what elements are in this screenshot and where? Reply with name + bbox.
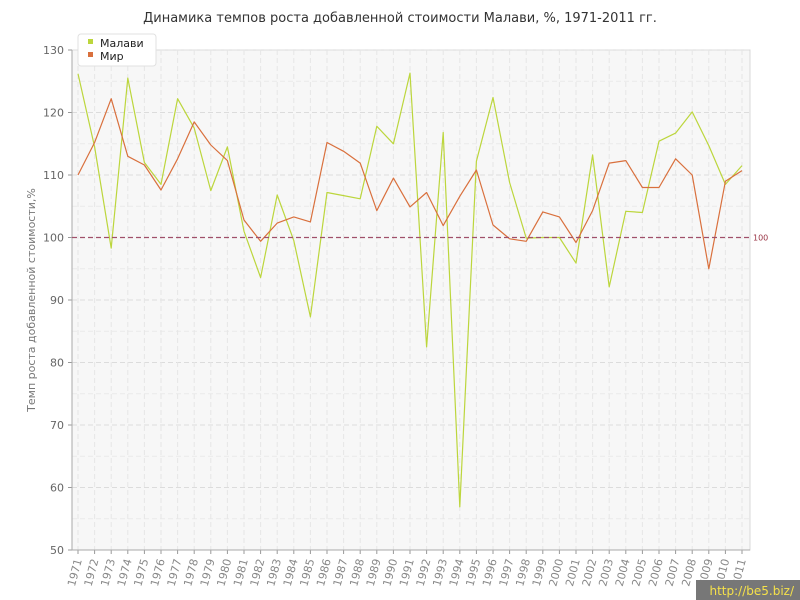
data-point [706, 266, 711, 271]
data-point [457, 504, 462, 509]
y-tick-label: 130 [43, 44, 64, 57]
legend[interactable]: Малави Мир [77, 33, 157, 67]
y-tick-label: 50 [50, 544, 64, 557]
data-point [192, 119, 197, 124]
data-point [391, 176, 396, 181]
data-point [275, 221, 280, 226]
data-point [408, 204, 413, 209]
reference-line-layer: 100 [72, 234, 768, 243]
data-point [540, 209, 545, 214]
data-point [242, 218, 247, 223]
data-point [159, 188, 164, 193]
data-point [590, 153, 595, 158]
data-point [441, 130, 446, 135]
legend-label-malawi: Малави [100, 37, 144, 50]
data-point [457, 194, 462, 199]
data-point [175, 96, 180, 101]
data-point [325, 140, 330, 145]
y-tick-label: 90 [50, 294, 64, 307]
data-point [358, 161, 363, 166]
data-point [740, 163, 745, 168]
data-point [590, 208, 595, 213]
data-point [740, 168, 745, 173]
data-point [574, 261, 579, 266]
legend-swatch-malawi [88, 39, 93, 44]
watermark-background [696, 580, 800, 600]
data-point [673, 131, 678, 136]
y-tick-label: 70 [50, 419, 64, 432]
reference-line-label: 100 [753, 234, 768, 243]
watermark-link[interactable]: http://be5.biz/ [709, 584, 794, 598]
data-point [275, 193, 280, 198]
series-line-0 [77, 72, 743, 508]
data-point [574, 240, 579, 245]
data-point [125, 76, 130, 81]
data-point [341, 193, 346, 198]
data-point [557, 214, 562, 219]
data-point [441, 223, 446, 228]
data-point [673, 156, 678, 161]
data-point [109, 96, 114, 101]
data-point [374, 124, 379, 129]
y-tick-label: 120 [43, 107, 64, 120]
data-point [92, 140, 97, 145]
data-point [208, 143, 213, 148]
series-layer [76, 71, 745, 509]
data-point [291, 214, 296, 219]
data-point [474, 159, 479, 164]
data-point [657, 185, 662, 190]
data-point [524, 239, 529, 244]
data-point [225, 158, 230, 163]
data-point [76, 173, 81, 178]
data-point [225, 144, 230, 149]
data-point [291, 238, 296, 243]
data-point [640, 185, 645, 190]
data-point [76, 71, 81, 76]
data-point [175, 156, 180, 161]
y-axis-label: Темп роста добавленной стоимости,% [25, 188, 38, 413]
series-line-1 [77, 98, 743, 270]
data-point [242, 229, 247, 234]
data-point [623, 158, 628, 163]
data-point [623, 209, 628, 214]
legend-label-world: Мир [100, 50, 124, 63]
data-point [491, 95, 496, 100]
data-point [690, 109, 695, 114]
data-point [474, 168, 479, 173]
data-point [142, 163, 147, 168]
data-point [125, 154, 130, 159]
data-point [607, 284, 612, 289]
data-point [657, 139, 662, 144]
data-point [325, 190, 330, 195]
data-point [491, 223, 496, 228]
data-point [424, 190, 429, 195]
chart-title: Динамика темпов роста добавленной стоимо… [143, 11, 657, 26]
data-point [208, 188, 213, 193]
data-point [706, 143, 711, 148]
data-point [308, 219, 313, 224]
y-tick-label: 110 [43, 169, 64, 182]
data-point [391, 141, 396, 146]
y-tick-label: 100 [43, 232, 64, 245]
data-point [424, 344, 429, 349]
data-point [358, 196, 363, 201]
data-point [507, 180, 512, 185]
data-point [690, 173, 695, 178]
data-point [408, 71, 413, 76]
y-tick-label: 60 [50, 482, 64, 495]
legend-swatch-world [88, 52, 93, 57]
data-point [308, 314, 313, 319]
data-point [723, 179, 728, 184]
data-point [607, 161, 612, 166]
data-point [374, 208, 379, 213]
data-point [640, 210, 645, 215]
y-tick-label: 80 [50, 357, 64, 370]
data-point [341, 149, 346, 154]
data-point [258, 275, 263, 280]
axis-layer: 5060708090100110120130197119721973197419… [43, 44, 750, 588]
data-point [258, 239, 263, 244]
legend-box [77, 33, 157, 67]
data-point [109, 246, 114, 251]
